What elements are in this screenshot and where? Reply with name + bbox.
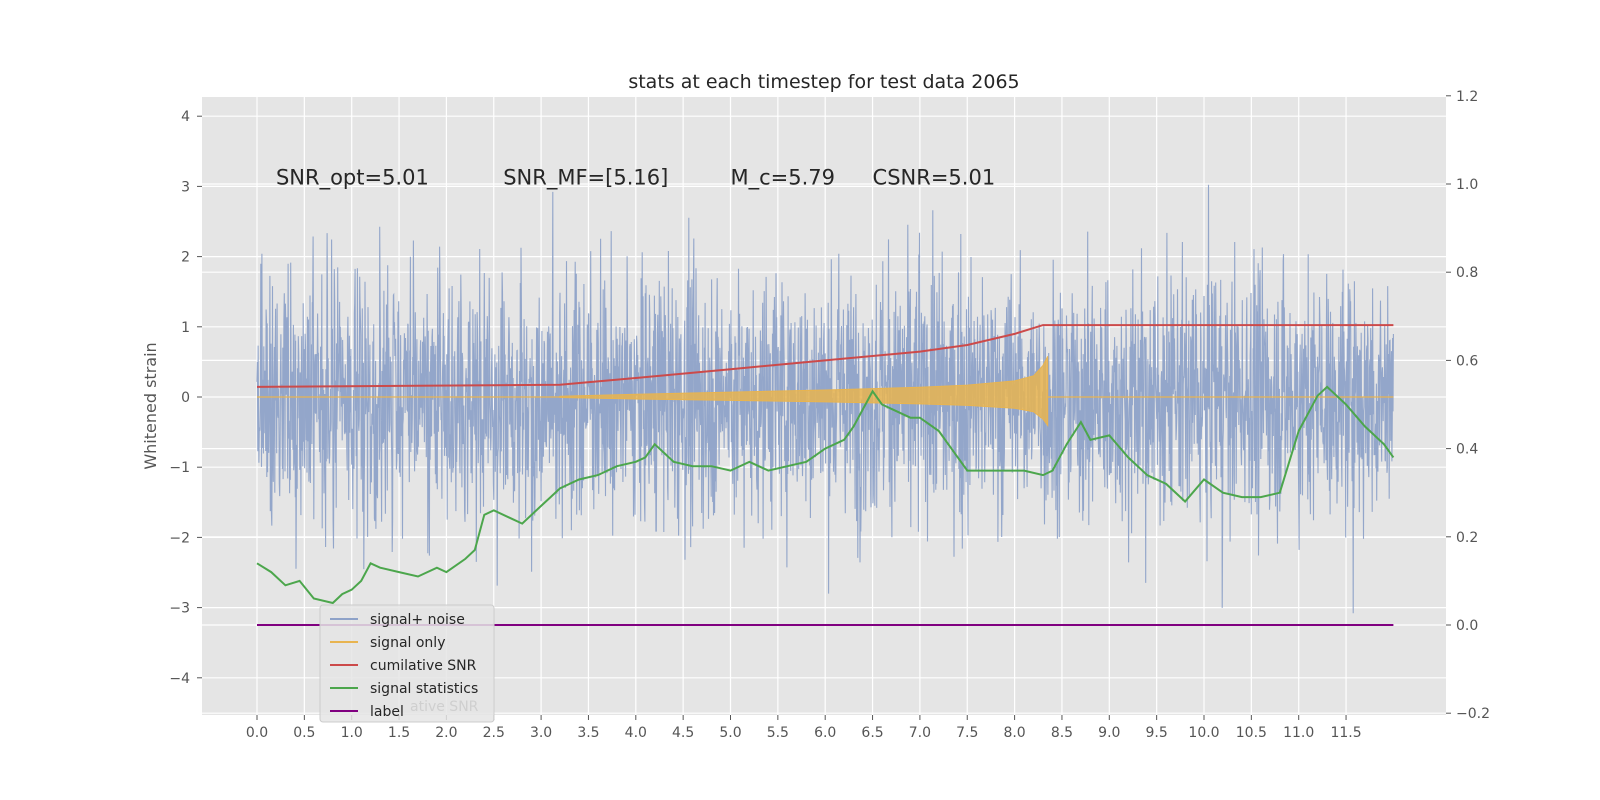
legend-label: signal only bbox=[370, 635, 445, 651]
y-axis-label: Whitened strain bbox=[141, 342, 160, 469]
chart-title: stats at each timestep for test data 206… bbox=[628, 71, 1019, 93]
legend-label: signal statistics bbox=[370, 681, 478, 697]
annotation-1: SNR_MF=[5.16] bbox=[503, 165, 668, 190]
x-tick-label: 11.5 bbox=[1330, 725, 1361, 741]
legend-label: signal+ noise bbox=[370, 612, 465, 628]
y-tick-label: −3 bbox=[169, 601, 190, 617]
x-tick-label: 7.0 bbox=[909, 725, 931, 741]
legend-box bbox=[319, 604, 495, 723]
y2-tick-label: 0.2 bbox=[1456, 530, 1478, 546]
x-tick-label: 3.5 bbox=[577, 725, 599, 741]
y2-tick-label: 0.4 bbox=[1456, 442, 1478, 458]
x-tick-label: 6.5 bbox=[861, 725, 883, 741]
y-tick-label: −1 bbox=[169, 460, 190, 476]
annotation-3: CSNR=5.01 bbox=[873, 165, 996, 189]
x-tick-label: 5.5 bbox=[767, 725, 789, 741]
cumilative-SNR-line bbox=[256, 324, 1394, 388]
x-tick-label: 1.0 bbox=[341, 725, 363, 741]
x-tick-label: 4.0 bbox=[625, 725, 647, 741]
y2-tick-label: 0.0 bbox=[1456, 618, 1478, 634]
x-tick-label: 9.5 bbox=[1146, 725, 1168, 741]
signal-noise-series bbox=[256, 184, 1394, 614]
x-tick-label: 6.0 bbox=[814, 725, 836, 741]
signal-statistics-line bbox=[256, 385, 1395, 605]
signal-only-series bbox=[257, 356, 1394, 428]
y2-tick-label: 1.0 bbox=[1456, 177, 1478, 193]
x-tick-label: 1.5 bbox=[388, 725, 410, 741]
x-tick-label: 3.0 bbox=[530, 725, 552, 741]
annotations: SNR_opt=5.01 SNR_MF=[5.16] M_c=5.79 CSNR=5.… bbox=[276, 165, 995, 190]
x-tick-label: 2.0 bbox=[435, 725, 457, 741]
legend-overlap-text: ative SNR bbox=[410, 699, 479, 715]
signal-only-envelope bbox=[559, 356, 1049, 428]
x-tick-label: 0.0 bbox=[246, 725, 268, 741]
x-tick-label: 11.0 bbox=[1283, 725, 1314, 741]
x-tick-label: 2.5 bbox=[483, 725, 505, 741]
signal-noise-line bbox=[256, 184, 1394, 614]
y-tick-label: 3 bbox=[181, 179, 190, 195]
legend: ative SNR signal+ noise signal only cumilat… bbox=[319, 604, 495, 723]
annotation-2: M_c=5.79 bbox=[731, 165, 836, 190]
y2-tick-label: 1.2 bbox=[1456, 89, 1478, 105]
x-tick-label: 7.5 bbox=[956, 725, 978, 741]
annotation-0: SNR_opt=5.01 bbox=[276, 165, 429, 190]
y-tick-label: 0 bbox=[181, 390, 190, 406]
x-tick-label: 9.0 bbox=[1098, 725, 1120, 741]
x-tick-label: 8.0 bbox=[1003, 725, 1025, 741]
x-tick-label: 4.5 bbox=[672, 725, 694, 741]
y-tick-label: −4 bbox=[169, 671, 190, 687]
x-tick-label: 0.5 bbox=[293, 725, 315, 741]
x-tick-label: 10.5 bbox=[1236, 725, 1267, 741]
y-tick-label: −2 bbox=[169, 530, 190, 546]
y2-tick-label: 0.6 bbox=[1456, 353, 1478, 369]
y-tick-label: 4 bbox=[181, 109, 190, 125]
y2-tick-label: 0.8 bbox=[1456, 265, 1478, 281]
axes: 0.0 0.5 1.0 1.5 2.0 2.5 3.0 3.5 4.0 4.5 5.0 5.5 6.0 6… bbox=[169, 89, 1490, 741]
legend-label: cumilative SNR bbox=[370, 658, 477, 674]
x-tick-label: 10.0 bbox=[1188, 725, 1219, 741]
y-tick-label: 2 bbox=[181, 250, 190, 266]
y-tick-label: 1 bbox=[181, 320, 190, 336]
y2-tick-label: −0.2 bbox=[1456, 706, 1490, 722]
legend-label: label bbox=[370, 704, 404, 720]
x-tick-label: 5.0 bbox=[719, 725, 741, 741]
x-tick-label: 8.5 bbox=[1051, 725, 1073, 741]
